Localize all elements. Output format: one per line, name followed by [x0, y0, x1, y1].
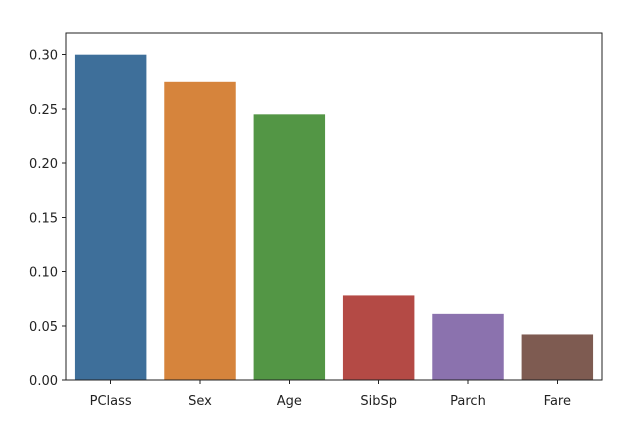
axes-layer — [65, 32, 603, 381]
x-tick-label: Sex — [188, 394, 212, 409]
ticks-layer: PClass Sex Age SibSp Parch Fare 0.00 0.05 0.10 0.… — [29, 49, 571, 409]
axes-frame — [65, 32, 603, 381]
x-tick-label: Age — [277, 394, 302, 409]
x-tick-label: Parch — [450, 394, 486, 409]
x-tick-label: Fare — [544, 394, 571, 409]
bar-sibsp — [342, 295, 415, 380]
bar-parch — [432, 313, 504, 380]
y-tick-label: 0.10 — [29, 266, 58, 281]
bar-age — [253, 114, 326, 380]
bar-sex — [164, 81, 236, 381]
y-tick-label: 0.20 — [29, 157, 58, 172]
y-tick-label: 0.25 — [29, 103, 58, 118]
x-tick-label: SibSp — [360, 394, 397, 409]
y-tick-label: 0.30 — [29, 49, 58, 64]
y-tick-label: 0.00 — [29, 374, 58, 389]
bar-pclass — [74, 54, 147, 380]
y-tick-label: 0.05 — [29, 320, 58, 335]
bars-layer — [74, 54, 594, 381]
x-tick-label: PClass — [90, 394, 132, 409]
bar-fare — [521, 334, 594, 380]
y-tick-label: 0.15 — [29, 211, 58, 226]
